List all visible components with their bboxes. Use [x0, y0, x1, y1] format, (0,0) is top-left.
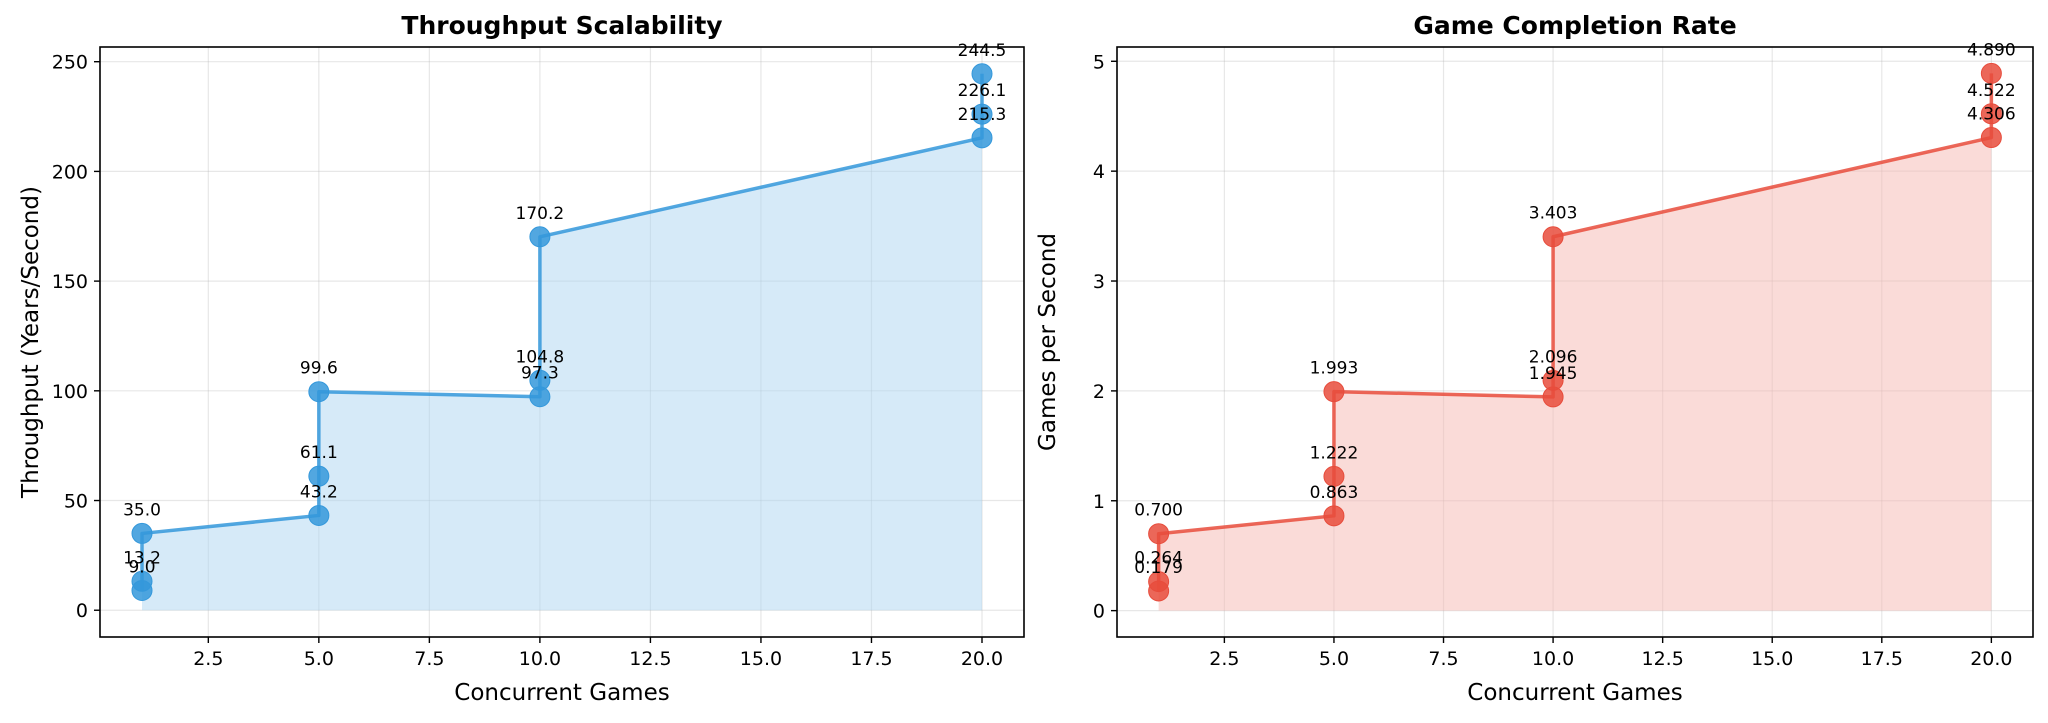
x-tick-label: 2.5	[1209, 648, 1239, 670]
x-tick-label: 10.0	[1532, 648, 1574, 670]
x-tick-label: 17.5	[1861, 648, 1903, 670]
y-tick-label: 200	[52, 161, 88, 183]
data-label: 13.2	[123, 548, 161, 568]
x-tick-label: 5.0	[304, 648, 334, 670]
data-label: 0.863	[1310, 483, 1359, 503]
plot-frame	[1116, 46, 2034, 638]
y-tick-label: 2	[1093, 381, 1105, 403]
data-point	[1542, 226, 1564, 248]
y-axis-label: Throughput (Years/Second)	[18, 186, 44, 499]
data-label: 35.0	[123, 500, 161, 520]
x-tick-label: 20.0	[961, 648, 1003, 670]
data-label: 61.1	[300, 443, 338, 463]
series-fill-area	[142, 73, 982, 611]
data-point	[1980, 103, 2002, 125]
chart-title: Throughput Scalability	[401, 11, 722, 40]
x-tick-label: 15.0	[1751, 648, 1793, 670]
data-label: 1.222	[1310, 443, 1359, 463]
data-point	[1148, 523, 1170, 545]
data-point	[529, 369, 551, 391]
data-label: 215.3	[958, 105, 1007, 125]
y-tick-label: 50	[64, 491, 88, 513]
data-point	[971, 103, 993, 125]
data-label: 3.403	[1529, 204, 1578, 224]
y-tick-label: 1	[1093, 491, 1105, 513]
y-tick-label: 250	[52, 52, 88, 74]
x-tick-label: 20.0	[1970, 648, 2012, 670]
chart-title: Game Completion Rate	[1413, 11, 1736, 40]
data-point	[529, 226, 551, 248]
data-point	[1323, 381, 1345, 403]
data-label: 170.2	[516, 204, 565, 224]
y-axis-label: Games per Second	[1035, 233, 1061, 451]
data-point	[971, 63, 993, 85]
data-label: 2.096	[1529, 347, 1578, 367]
data-point	[308, 504, 330, 526]
data-label: 9.0	[128, 557, 155, 577]
y-tick-label: 0	[76, 600, 88, 622]
data-label: 1.945	[1529, 364, 1578, 384]
y-tick-label: 0	[1093, 601, 1105, 623]
series-fill-area	[1158, 73, 1992, 611]
x-tick-label: 12.5	[1641, 648, 1683, 670]
x-tick-label: 12.5	[629, 648, 671, 670]
data-label: 0.264	[1134, 549, 1183, 569]
data-point	[1980, 62, 2002, 84]
x-tick-label: 10.0	[519, 648, 561, 670]
y-tick-label: 4	[1093, 161, 1105, 183]
data-point	[308, 465, 330, 487]
data-label: 0.179	[1134, 558, 1183, 578]
data-point	[1323, 465, 1345, 487]
data-point	[1323, 505, 1345, 527]
y-tick-label: 100	[52, 381, 88, 403]
data-label: 99.6	[300, 359, 338, 379]
y-tick-label: 3	[1093, 271, 1105, 293]
data-label: 226.1	[958, 81, 1007, 101]
data-label: 97.3	[521, 364, 559, 384]
x-tick-label: 7.5	[414, 648, 444, 670]
data-label: 4.522	[1967, 81, 2016, 101]
y-tick-label: 5	[1093, 51, 1105, 73]
x-axis-label: Concurrent Games	[454, 680, 669, 706]
throughput-panel: Throughput Scalability Concurrent Games …	[18, 11, 1025, 706]
data-point	[131, 570, 153, 592]
data-point	[308, 381, 330, 403]
x-tick-label: 15.0	[740, 648, 782, 670]
plot-frame	[99, 46, 1025, 638]
data-label: 0.700	[1134, 501, 1183, 521]
data-label: 4.890	[1967, 40, 2016, 60]
data-point	[1148, 571, 1170, 593]
data-point	[1542, 369, 1564, 391]
x-tick-label: 2.5	[193, 648, 223, 670]
data-label: 104.8	[516, 347, 565, 367]
x-tick-label: 17.5	[850, 648, 892, 670]
x-axis-label: Concurrent Games	[1467, 680, 1682, 706]
data-label: 244.5	[958, 41, 1007, 61]
data-point	[131, 522, 153, 544]
completion-rate-panel: Game Completion Rate Concurrent Games Ga…	[1035, 11, 2034, 706]
y-tick-label: 150	[52, 271, 88, 293]
x-tick-label: 7.5	[1428, 648, 1458, 670]
data-point	[1980, 127, 2002, 149]
data-point	[971, 127, 993, 149]
data-label: 4.306	[1967, 105, 2016, 125]
data-label: 1.993	[1310, 359, 1359, 379]
x-tick-label: 5.0	[1319, 648, 1349, 670]
data-label: 43.2	[300, 482, 338, 502]
